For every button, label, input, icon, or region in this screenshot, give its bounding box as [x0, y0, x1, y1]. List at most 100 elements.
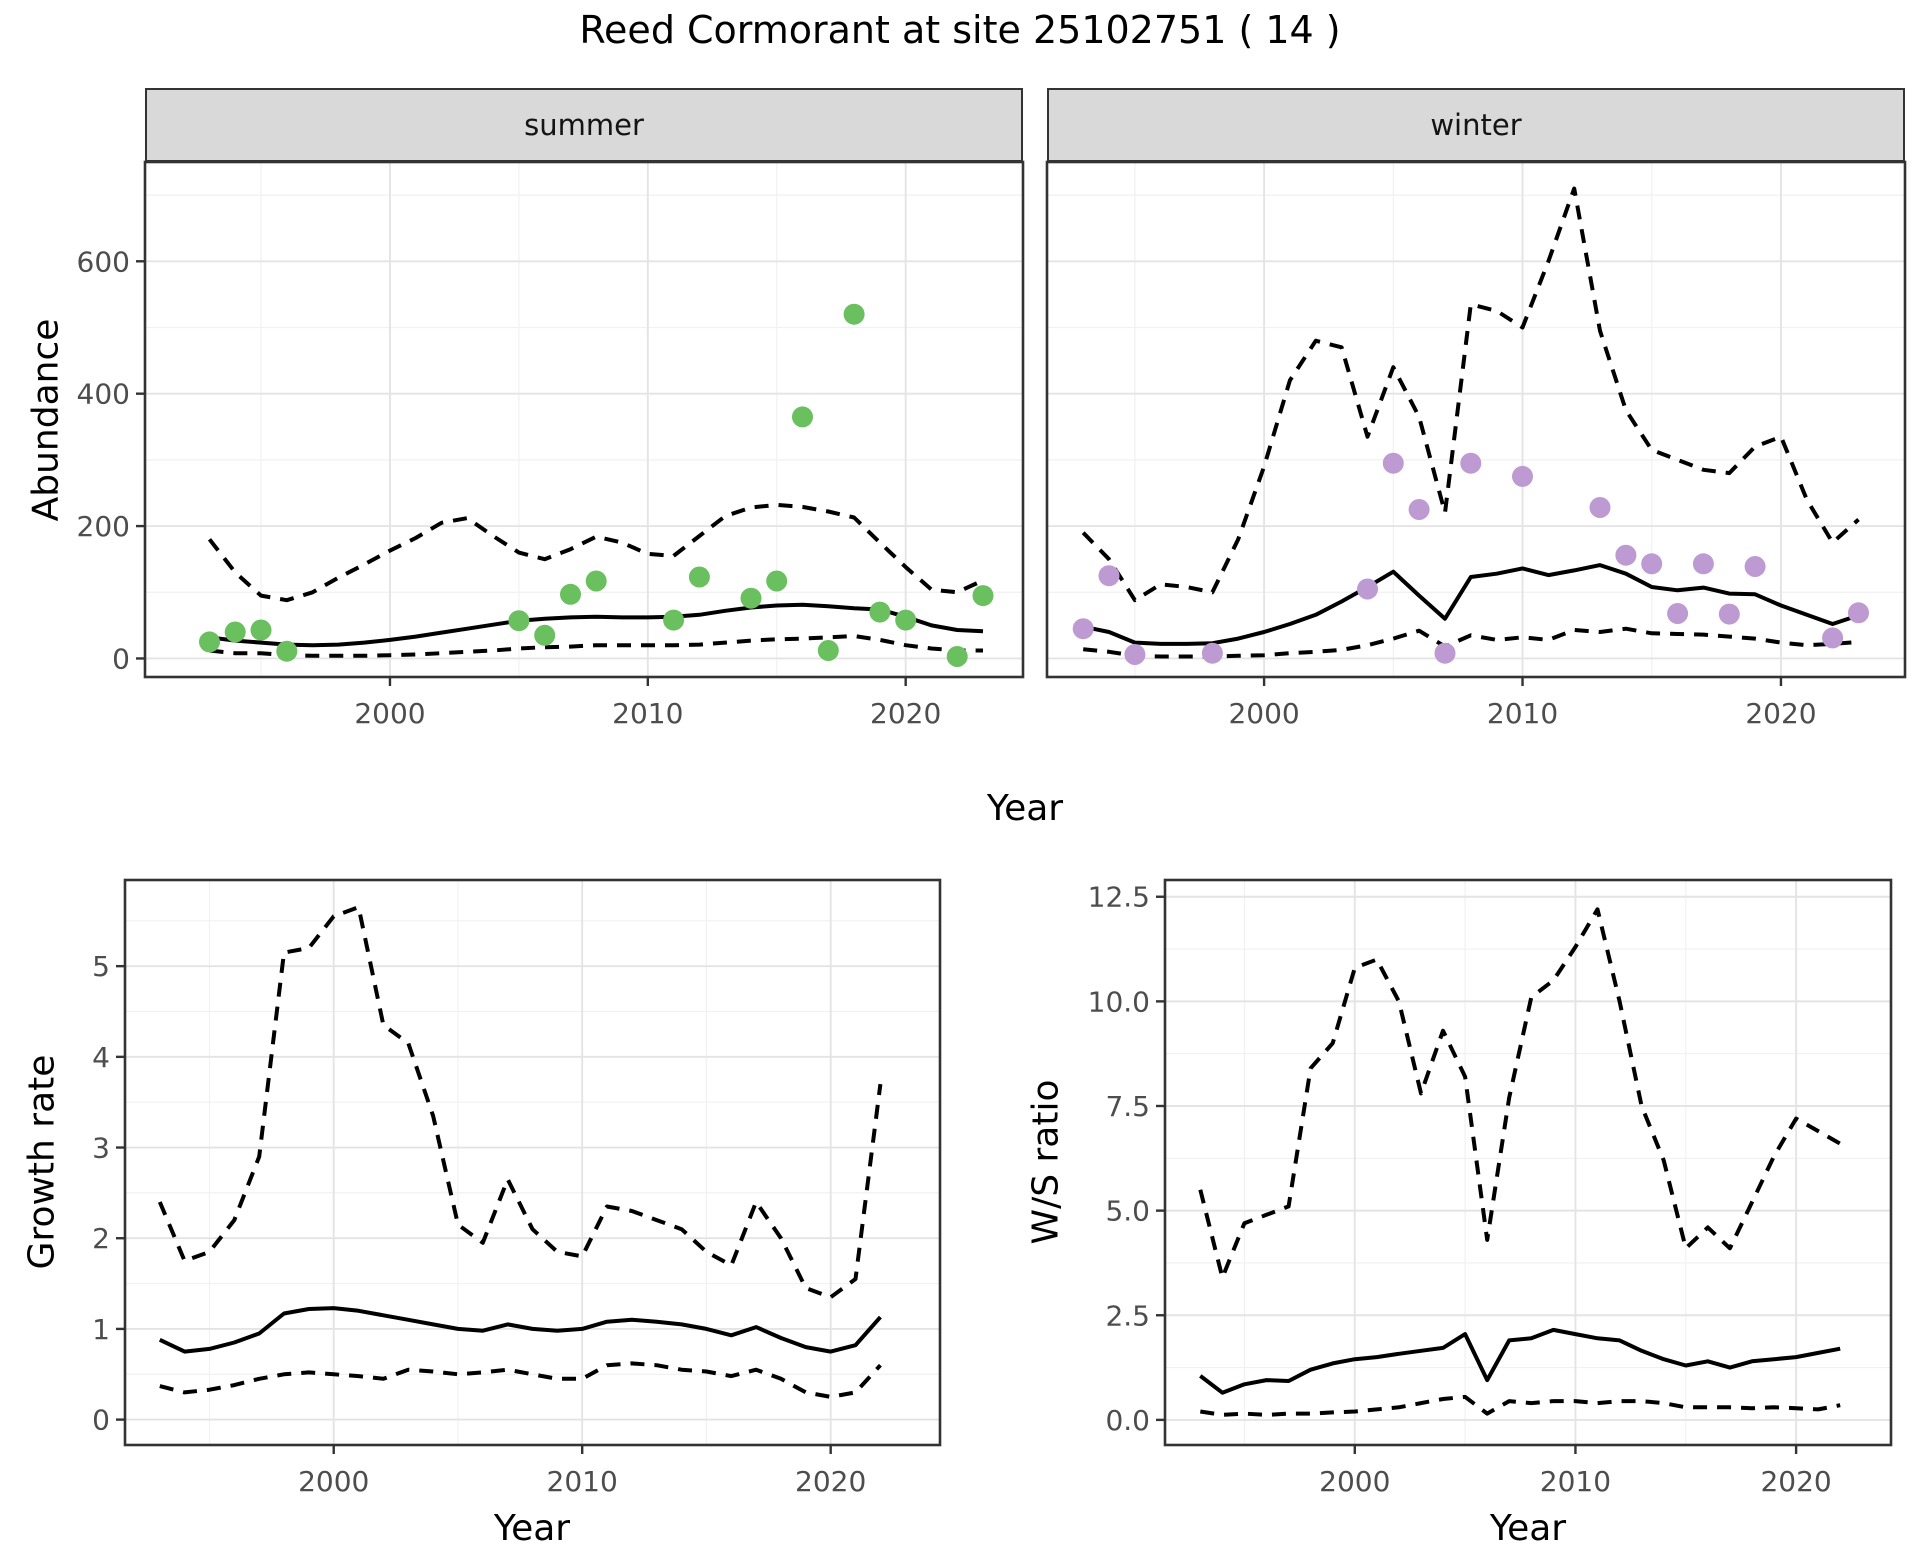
lower-ci-line [159, 1361, 882, 1399]
data-point [1124, 644, 1146, 665]
x-tick-label: 2010 [1487, 697, 1558, 730]
y-tick-label: 1 [92, 1313, 110, 1346]
data-point [585, 570, 607, 592]
data-point [1357, 578, 1378, 600]
y-tick-label: 600 [77, 245, 130, 278]
data-point [1408, 499, 1430, 520]
y-tick-label: 0 [112, 642, 130, 675]
panel-lines [207, 502, 984, 658]
data-point [1744, 556, 1766, 577]
x-tick-label: 2000 [354, 697, 425, 730]
data-point [1615, 544, 1637, 566]
panel-border [143, 160, 1025, 679]
y-tick-label: 0.0 [1105, 1404, 1150, 1437]
facet-strip-winter-label: winter [1430, 108, 1522, 142]
y-tick-label: 10.0 [1088, 985, 1150, 1018]
x-tick-label: 2000 [1228, 697, 1299, 730]
data-point [1822, 627, 1844, 649]
facet-strip-summer: summer [145, 88, 1023, 162]
observed-points [1072, 452, 1869, 665]
x-tick-label: 2000 [298, 1465, 369, 1498]
data-point [740, 587, 762, 609]
fit-line [209, 602, 984, 648]
y-tick-label: 2 [92, 1222, 110, 1255]
panel-border [123, 878, 942, 1447]
upper-ci-line [1081, 186, 1860, 603]
lower-ci-line [209, 634, 983, 658]
lower-ci-line [1199, 1394, 1841, 1417]
x-tick-label: 2020 [795, 1465, 866, 1498]
panel-growth: 2000 2010 2020 0 1 2 3 4 5 [92, 878, 942, 1498]
y-tick-label: 400 [77, 378, 130, 411]
upper-ci-line [207, 502, 984, 603]
data-point [224, 621, 246, 643]
data-point [1718, 603, 1740, 625]
data-point [972, 585, 994, 607]
panel-bg [1047, 162, 1905, 677]
panel-border [1163, 878, 1893, 1447]
y-tick-label: 12.5 [1088, 881, 1150, 914]
y-axis-title-ws-ratio: W/S ratio [1025, 1079, 1067, 1245]
y-axis-title-growth-rate: Growth rate [21, 1054, 63, 1270]
data-point [508, 610, 530, 632]
data-point [1382, 452, 1404, 474]
data-point [534, 624, 556, 646]
data-point [792, 406, 813, 428]
data-point [1848, 602, 1869, 624]
chart-title: Reed Cormorant at site 25102751 ( 14 ) [579, 8, 1341, 52]
data-point [843, 303, 865, 325]
x-axis-title-year-ws: Year [1489, 1508, 1567, 1549]
panel-lines [1198, 907, 1842, 1417]
data-point [1667, 603, 1689, 624]
x-tick-label: 2020 [870, 697, 941, 730]
facet-strip-summer-label: summer [524, 108, 644, 142]
data-point [1692, 553, 1714, 575]
x-tick-label: 2020 [1745, 697, 1816, 730]
data-point [688, 566, 710, 588]
data-point [199, 631, 220, 653]
x-tick-label: 2010 [1540, 1465, 1611, 1498]
data-point [1072, 618, 1094, 640]
data-point [1641, 553, 1663, 575]
y-tick-label: 4 [92, 1041, 110, 1074]
panel-ws: 2000 2010 2020 0.0 2.5 5.0 7.5 10.0 12.5 [1088, 878, 1893, 1498]
upper-ci-line [157, 905, 883, 1300]
panel-bg [125, 880, 940, 1445]
data-point [946, 646, 968, 667]
x-tick-label: 2020 [1760, 1465, 1831, 1498]
y-tick-label: 2.5 [1105, 1299, 1150, 1332]
data-point [869, 601, 891, 623]
y-tick-label: 5 [92, 950, 110, 983]
data-point [1201, 642, 1223, 664]
x-tick-label: 2010 [612, 697, 683, 730]
x-tick-label: 2000 [1319, 1465, 1390, 1498]
fit-line [158, 1306, 882, 1354]
panel-border [1045, 160, 1907, 679]
data-point [766, 570, 788, 592]
data-point [895, 609, 917, 631]
data-point [1098, 565, 1120, 587]
x-tick-label: 2010 [547, 1465, 618, 1498]
facet-strip-winter: winter [1047, 88, 1905, 162]
data-point [560, 583, 581, 605]
upper-ci-line [1198, 907, 1842, 1280]
panel-lines [157, 905, 883, 1399]
data-point [1589, 497, 1611, 518]
x-axis-title-year-growth: Year [493, 1508, 571, 1549]
panel-bg [145, 162, 1023, 677]
panel-summer: 2000 2010 2020 0 200 400 600 [77, 160, 1025, 730]
y-tick-label: 5.0 [1105, 1195, 1150, 1228]
data-point [663, 609, 685, 631]
data-point [276, 640, 298, 662]
observed-points [199, 303, 994, 667]
data-point [250, 619, 272, 641]
data-point [1434, 642, 1456, 664]
data-point [1460, 452, 1482, 474]
data-point [817, 640, 839, 661]
y-axis-title-abundance: Abundance [25, 318, 67, 522]
y-tick-label: 3 [92, 1132, 110, 1165]
data-point [1512, 465, 1533, 487]
y-tick-label: 7.5 [1105, 1090, 1150, 1123]
panel-winter: 2000 2010 2020 [1045, 160, 1907, 730]
